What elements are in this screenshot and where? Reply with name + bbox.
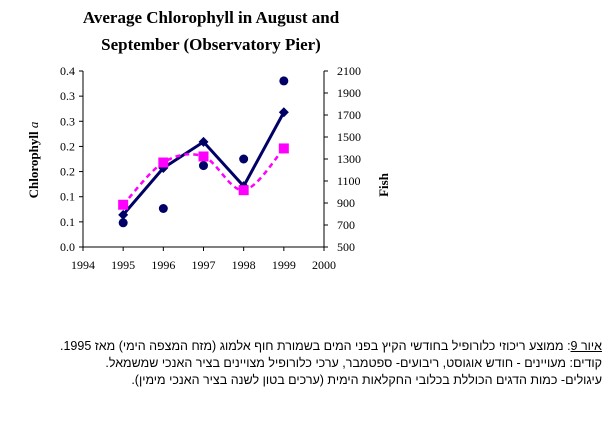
chart: Average Chlorophyll in August and Septem… xyxy=(26,8,391,272)
data-point-circle-fish xyxy=(239,154,249,164)
data-point-square xyxy=(198,151,209,162)
data-point-square xyxy=(238,185,249,196)
y-left-tick-label: 0.1 xyxy=(60,215,75,229)
caption-line-1-text: : ממוצע ריכוזי כלורופיל בחודשי הקיץ בפני… xyxy=(60,339,571,353)
y-right-tick-label: 2100 xyxy=(337,64,361,78)
x-tick-label: 1994 xyxy=(71,258,95,272)
x-tick-label: 1998 xyxy=(232,258,256,272)
data-point-diamond xyxy=(278,107,289,118)
caption-line-3: עיגולים- כמות הדגים הכוללת בכלובי החקלאו… xyxy=(131,373,602,387)
y-right-tick-label: 1900 xyxy=(337,86,361,100)
caption-line-1: איור 9: ממוצע ריכוזי כלורופיל בחודשי הקי… xyxy=(30,338,602,355)
data-point-square xyxy=(158,157,169,168)
y-left-tick-label: 0.2 xyxy=(60,165,75,179)
caption-figure-label: איור 9 xyxy=(570,339,602,353)
y-axis-left-label-italic: a xyxy=(26,121,41,128)
y-left-tick-label: 0.0 xyxy=(60,240,75,254)
y-left-tick-label: 0.3 xyxy=(60,89,75,103)
x-tick-label: 1999 xyxy=(272,258,296,272)
y-axis-left-label-text: Chlorophyll xyxy=(26,131,41,198)
y-axis-left-label: Chlorophyll a xyxy=(26,121,41,198)
y-left-tick-label: 0.3 xyxy=(60,114,75,128)
figure-caption: איור 9: ממוצע ריכוזי כלורופיל בחודשי הקי… xyxy=(30,338,602,389)
y-right-tick-label: 1300 xyxy=(337,152,361,166)
y-right-tick-label: 900 xyxy=(337,196,355,210)
axes: 0.0 0.1 0.1 0.2 0.2 0.3 0.3 0.4 500 700 900 1100 130… xyxy=(60,64,361,272)
caption-line-2: קודים: מעויינים - חודש אוגוסט, ריבועים- … xyxy=(105,356,602,370)
x-tick-label: 1997 xyxy=(192,258,216,272)
y-right-tick-label: 500 xyxy=(337,240,355,254)
y-right-tick-label: 700 xyxy=(337,218,355,232)
x-tick-label: 1996 xyxy=(151,258,175,272)
x-tick-label: 1995 xyxy=(111,258,135,272)
chart-title-line-2: September (Observatory Pier) xyxy=(101,35,321,54)
data-point-circle-fish xyxy=(118,218,128,228)
data-point-square xyxy=(278,143,289,154)
plot-marks xyxy=(118,76,289,228)
chart-title-line-1: Average Chlorophyll in August and xyxy=(83,8,340,27)
data-point-circle-fish xyxy=(279,76,289,86)
data-point-diamond xyxy=(198,136,209,147)
y-right-tick-label: 1500 xyxy=(337,130,361,144)
data-point-circle-fish xyxy=(158,204,168,213)
data-point-square xyxy=(118,199,129,210)
y-left-tick-label: 0.2 xyxy=(60,139,75,153)
x-tick-label: 2000 xyxy=(312,258,336,272)
data-point-diamond xyxy=(118,209,129,220)
data-point-circle-fish xyxy=(199,161,208,171)
y-left-tick-label: 0.4 xyxy=(60,64,75,78)
y-axis-right-label: Fish xyxy=(376,172,391,197)
y-right-tick-label: 1700 xyxy=(337,108,361,122)
y-left-tick-label: 0.1 xyxy=(60,190,75,204)
y-right-tick-label: 1100 xyxy=(337,174,361,188)
